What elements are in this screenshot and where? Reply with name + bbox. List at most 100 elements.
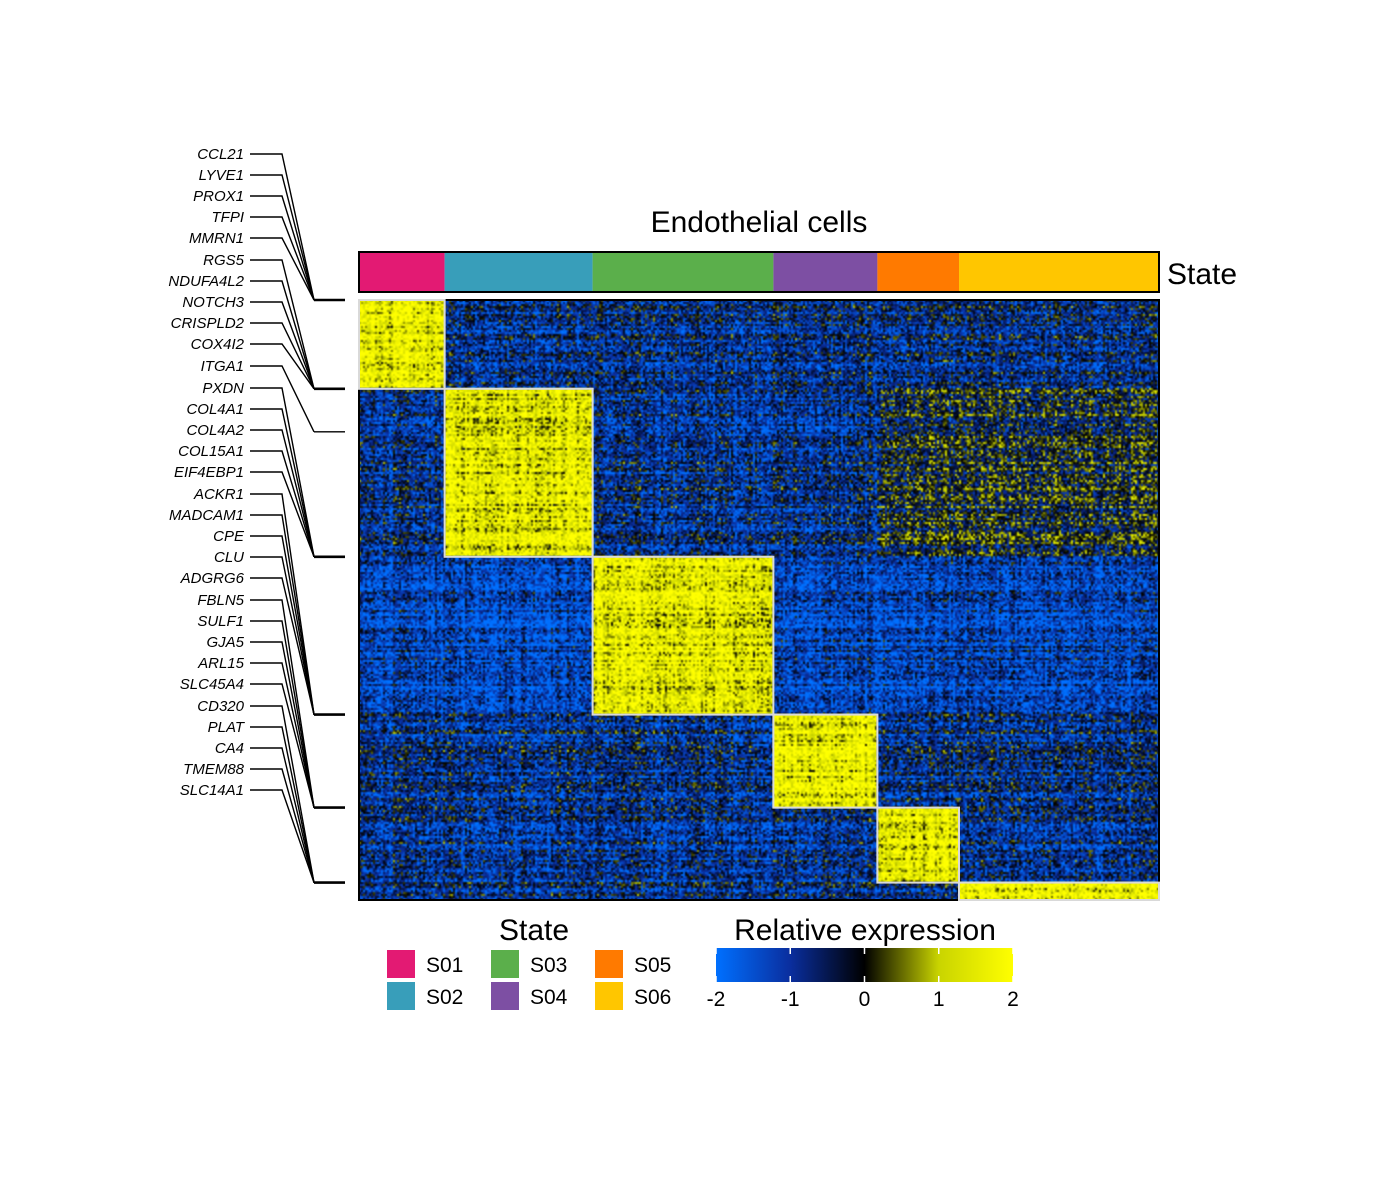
gene-label: ITGA1 bbox=[201, 358, 244, 375]
gene-label: NDUFA4L2 bbox=[168, 273, 244, 290]
heatmap-body bbox=[358, 299, 1160, 901]
gene-connector bbox=[250, 195, 315, 301]
gene-connector bbox=[250, 174, 315, 301]
gene-connector bbox=[250, 683, 315, 808]
legend-label-s02: S02 bbox=[426, 986, 463, 1009]
gene-connector bbox=[250, 471, 315, 558]
gene-label: COL15A1 bbox=[178, 443, 244, 460]
gene-label: COL4A1 bbox=[186, 401, 244, 418]
legend-swatch-s02 bbox=[387, 982, 415, 1010]
highlight-box-s06 bbox=[958, 881, 1160, 901]
gene-label: TMEM88 bbox=[183, 761, 245, 778]
gene-label: SULF1 bbox=[197, 613, 244, 630]
state-annotation-label: State bbox=[1167, 258, 1237, 291]
colorbar-tick-label: -2 bbox=[707, 988, 726, 1011]
gene-connector bbox=[250, 429, 315, 557]
highlight-box-s04 bbox=[772, 713, 879, 809]
colorbar-tick-label: 1 bbox=[933, 988, 945, 1011]
gene-label: CRISPLD2 bbox=[171, 315, 245, 332]
gene-connector bbox=[250, 535, 315, 715]
gene-connector bbox=[250, 493, 315, 715]
legend-swatch-s03 bbox=[491, 950, 519, 978]
gene-label: COL4A2 bbox=[186, 422, 244, 439]
state-bar-s02 bbox=[444, 252, 593, 292]
state-bar-s04 bbox=[773, 252, 878, 292]
gene-label: CA4 bbox=[215, 740, 244, 757]
gene-connector bbox=[250, 259, 315, 389]
legend-swatch-s04 bbox=[491, 982, 519, 1010]
gene-connector bbox=[250, 237, 315, 301]
gene-label: FBLN5 bbox=[197, 592, 244, 609]
gene-label: CD320 bbox=[197, 698, 244, 715]
expression-legend: Relative expression -2 -1 0 1 2 bbox=[707, 914, 1019, 1011]
gene-label: SLC45A4 bbox=[180, 676, 244, 693]
gene-label: SLC14A1 bbox=[180, 782, 244, 799]
gene-label: CCL21 bbox=[197, 146, 244, 163]
legend-label-s04: S04 bbox=[530, 986, 568, 1009]
legend-label-s05: S05 bbox=[634, 954, 671, 977]
gene-label: GJA5 bbox=[206, 634, 244, 651]
gene-connector bbox=[250, 705, 315, 883]
legend-label-s06: S06 bbox=[634, 986, 671, 1009]
gene-connector bbox=[250, 641, 315, 808]
gene-connector bbox=[250, 301, 315, 390]
gene-label: NOTCH3 bbox=[182, 294, 244, 311]
heatmap-border bbox=[358, 299, 1160, 901]
gene-connector bbox=[250, 216, 315, 301]
gene-label: PROX1 bbox=[193, 188, 244, 205]
gene-connector bbox=[250, 343, 315, 390]
gene-label: EIF4EBP1 bbox=[174, 464, 244, 481]
gene-connector bbox=[250, 747, 315, 883]
gene-label: LYVE1 bbox=[199, 167, 244, 184]
gene-label: TFPI bbox=[212, 209, 245, 226]
gene-connector bbox=[250, 408, 315, 557]
colorbar-tick-label: -1 bbox=[781, 988, 800, 1011]
gene-label: ACKR1 bbox=[193, 486, 244, 503]
gene-label: PLAT bbox=[208, 719, 246, 736]
gene-label: MMRN1 bbox=[189, 230, 244, 247]
gene-connector bbox=[250, 768, 315, 883]
gene-label: CLU bbox=[214, 549, 244, 566]
colorbar-tick-label: 0 bbox=[859, 988, 871, 1011]
gene-connector bbox=[250, 153, 315, 301]
gene-connector bbox=[250, 280, 315, 389]
gene-label: RGS5 bbox=[203, 252, 245, 269]
highlight-box-s02 bbox=[443, 387, 594, 558]
legend-label-s03: S03 bbox=[530, 954, 567, 977]
gene-label: ARL15 bbox=[197, 655, 245, 672]
state-bar-s01 bbox=[359, 252, 445, 292]
highlight-box-s03 bbox=[591, 555, 775, 716]
gene-label: CPE bbox=[213, 528, 245, 545]
gene-connector bbox=[250, 450, 315, 558]
gene-connector bbox=[250, 662, 315, 808]
heatmap-image bbox=[359, 300, 1159, 900]
gene-connector bbox=[250, 577, 315, 715]
gene-label: COX4I2 bbox=[191, 336, 245, 353]
gene-connector bbox=[250, 556, 315, 715]
gene-connector bbox=[250, 387, 315, 557]
state-bar-s05 bbox=[877, 252, 959, 292]
gene-connector bbox=[250, 514, 315, 715]
gene-label: ADGRG6 bbox=[180, 570, 245, 587]
gene-label: PXDN bbox=[202, 380, 244, 397]
state-legend: State S01 S02 S03 S04 S05 S06 bbox=[387, 914, 671, 1010]
colorbar-tick-label: 2 bbox=[1007, 988, 1019, 1011]
legend-swatch-s01 bbox=[387, 950, 415, 978]
expression-legend-title: Relative expression bbox=[734, 914, 996, 947]
state-highlight-boxes bbox=[358, 299, 1160, 901]
gene-label-column: CCL21 LYVE1 PROX1 TFPI MMRN1 RGS5 NDUFA4L2 NOTC… bbox=[168, 146, 345, 884]
state-annotation-bar bbox=[358, 251, 1160, 293]
gene-connector bbox=[250, 789, 315, 883]
gene-connector bbox=[250, 599, 315, 808]
gene-label: MADCAM1 bbox=[169, 507, 244, 524]
highlight-box-s05 bbox=[876, 806, 961, 884]
state-bar-s03 bbox=[592, 252, 774, 292]
legend-swatch-s05 bbox=[595, 950, 623, 978]
gene-connector bbox=[250, 726, 315, 883]
legend-label-s01: S01 bbox=[426, 954, 463, 977]
gene-connector bbox=[250, 365, 315, 433]
state-bar-border bbox=[358, 251, 1160, 293]
legend-swatch-s06 bbox=[595, 982, 623, 1010]
state-bar-s06 bbox=[959, 252, 1159, 292]
